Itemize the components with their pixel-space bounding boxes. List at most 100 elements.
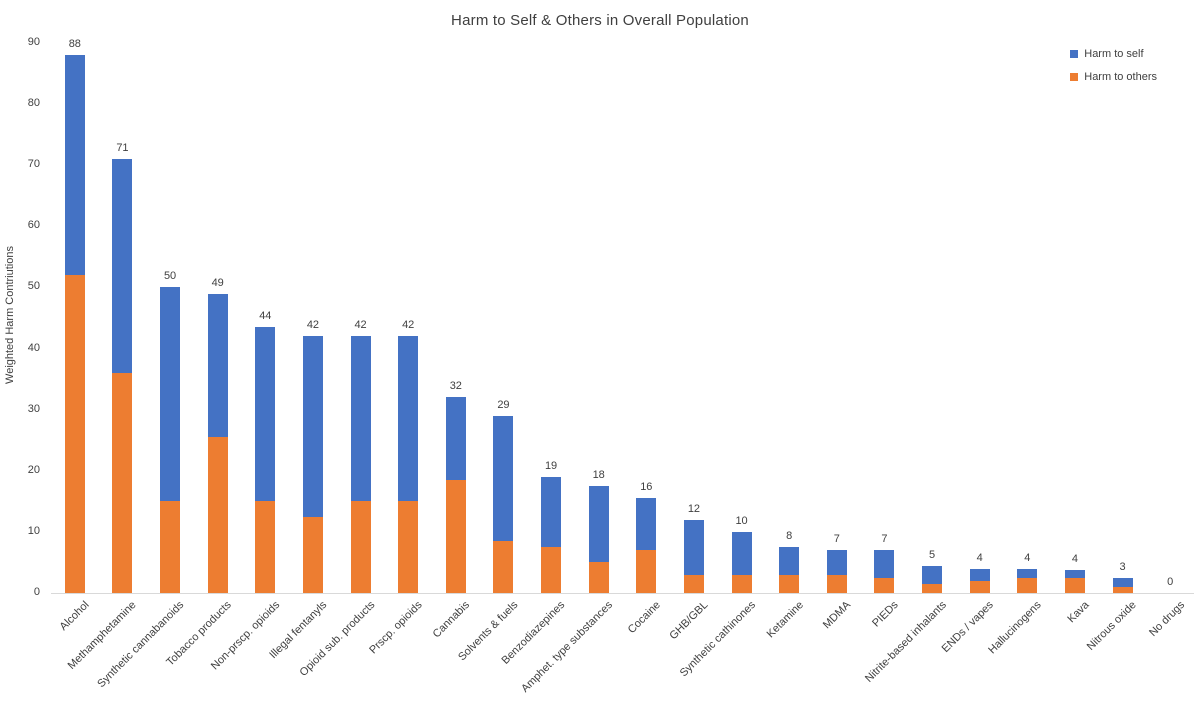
bar-segment-harm-to-self <box>160 287 181 502</box>
x-axis-label: Synthetic cannabanoids <box>95 599 187 691</box>
bar-segment-harm-to-self <box>922 565 943 584</box>
bar-total-label: 4 <box>1024 551 1031 564</box>
bar <box>160 287 181 593</box>
bar <box>64 55 85 593</box>
bar <box>636 498 657 593</box>
bar-segment-harm-to-self <box>731 531 752 575</box>
bar-total-label: 4 <box>976 551 983 564</box>
bar-segment-harm-to-self <box>1064 570 1085 578</box>
x-axis-label: Amphet. type substances <box>519 599 616 695</box>
bar-total-label: 49 <box>211 276 224 289</box>
bar <box>445 397 466 593</box>
bar-segment-harm-to-others <box>779 574 800 593</box>
y-axis-tick: 50 <box>27 280 40 293</box>
bar-total-label: 32 <box>449 380 462 393</box>
y-axis-tick: 30 <box>27 402 40 415</box>
bar-segment-harm-to-self <box>1112 577 1133 587</box>
x-axis-label: No drugs <box>1146 599 1187 640</box>
bar-segment-harm-to-self <box>826 550 847 575</box>
x-axis-label: PIEDs <box>870 599 901 630</box>
y-axis-tick: 90 <box>27 36 40 48</box>
bar-segment-harm-to-self <box>493 415 514 542</box>
bar <box>255 327 276 593</box>
legend-label-self: Harm to self <box>1084 48 1144 60</box>
plot-area: 88 Alcohol 71 Methamphetamine 50 Synthetic ca… <box>51 38 1194 695</box>
bar-total-label: 18 <box>592 469 605 482</box>
bar-segment-harm-to-others <box>207 437 228 593</box>
x-axis-label: Kava <box>1065 599 1092 626</box>
bar-total-label: 7 <box>833 533 840 546</box>
bar-segment-harm-to-others <box>588 562 609 593</box>
bar-total-label: 42 <box>306 319 320 332</box>
bar-segment-harm-to-self <box>445 397 466 480</box>
bar-segment-harm-to-others <box>350 501 371 593</box>
bar-segment-harm-to-self <box>683 519 704 575</box>
bar-total-label: 19 <box>544 459 558 472</box>
bar-segment-harm-to-others <box>969 580 990 593</box>
bar-segment-harm-to-self <box>874 550 895 578</box>
bar <box>493 415 514 593</box>
bar <box>302 336 323 593</box>
bar <box>350 336 371 593</box>
bar-segment-harm-to-others <box>826 574 847 593</box>
y-axis-tick: 10 <box>27 524 40 537</box>
bar <box>779 547 800 593</box>
bar-segment-harm-to-others <box>398 501 419 593</box>
bar <box>874 550 895 593</box>
bar-segment-harm-to-self <box>302 336 323 517</box>
bar <box>922 565 943 594</box>
bar <box>398 336 419 593</box>
bar <box>683 519 704 593</box>
bar-segment-harm-to-self <box>1017 568 1038 578</box>
bar <box>541 476 562 593</box>
bar-total-label: 50 <box>163 270 177 283</box>
legend-item-harm-to-self: Harm to self <box>1070 48 1157 60</box>
bar-total-label: 12 <box>687 502 701 515</box>
y-axis-tick: 70 <box>27 158 40 171</box>
x-axis-label: Cannabis <box>430 599 473 641</box>
bar-segment-harm-to-self <box>969 568 990 581</box>
bar-total-label: 29 <box>497 398 510 411</box>
bar-segment-harm-to-others <box>255 501 276 593</box>
y-axis-tick: 40 <box>27 341 40 354</box>
bar-segment-harm-to-self <box>112 159 133 373</box>
legend-item-harm-to-others: Harm to others <box>1070 71 1157 83</box>
x-axis-label: Alcohol <box>57 599 92 633</box>
bar-segment-harm-to-others <box>445 479 466 593</box>
bar <box>826 550 847 593</box>
bar-total-label: 88 <box>68 38 81 51</box>
legend-swatch-others-icon <box>1070 73 1079 81</box>
bar-total-label: 8 <box>786 530 793 543</box>
bar-total-label: 42 <box>402 319 415 332</box>
bar-segment-harm-to-others <box>874 577 895 593</box>
y-axis-tick: 60 <box>27 219 40 232</box>
legend-label-others: Harm to others <box>1084 71 1157 83</box>
bar-segment-harm-to-others <box>1064 577 1085 593</box>
bar-total-label: 5 <box>929 548 936 561</box>
bar-segment-harm-to-others <box>160 501 181 593</box>
bar-total-label: 44 <box>259 310 272 323</box>
chart-title: Harm to Self & Others in Overall Populat… <box>451 12 749 29</box>
bar-segment-harm-to-others <box>636 550 657 593</box>
bar-segment-harm-to-others <box>731 574 752 593</box>
bar-total-label: 16 <box>640 481 653 494</box>
y-axis-tick: 80 <box>27 97 40 110</box>
bar-total-label: 10 <box>735 514 748 527</box>
bar-segment-harm-to-others <box>683 574 704 593</box>
bar-segment-harm-to-others <box>64 275 85 593</box>
bar <box>112 159 133 593</box>
bar-segment-harm-to-self <box>64 55 85 276</box>
bar-segment-harm-to-self <box>636 498 657 551</box>
legend: Harm to self Harm to others <box>1070 48 1157 83</box>
bar-total-label: 3 <box>1119 560 1126 573</box>
bar-segment-harm-to-others <box>112 373 133 593</box>
x-axis-line <box>51 593 1194 594</box>
y-axis-tick: 0 <box>33 586 40 598</box>
bar-segment-harm-to-self <box>779 547 800 575</box>
bar <box>207 293 228 593</box>
bar <box>1112 577 1133 593</box>
x-axis-label: GHB/GBL <box>667 599 711 643</box>
bar-segment-harm-to-others <box>1017 577 1038 593</box>
bar-segment-harm-to-self <box>398 336 419 502</box>
